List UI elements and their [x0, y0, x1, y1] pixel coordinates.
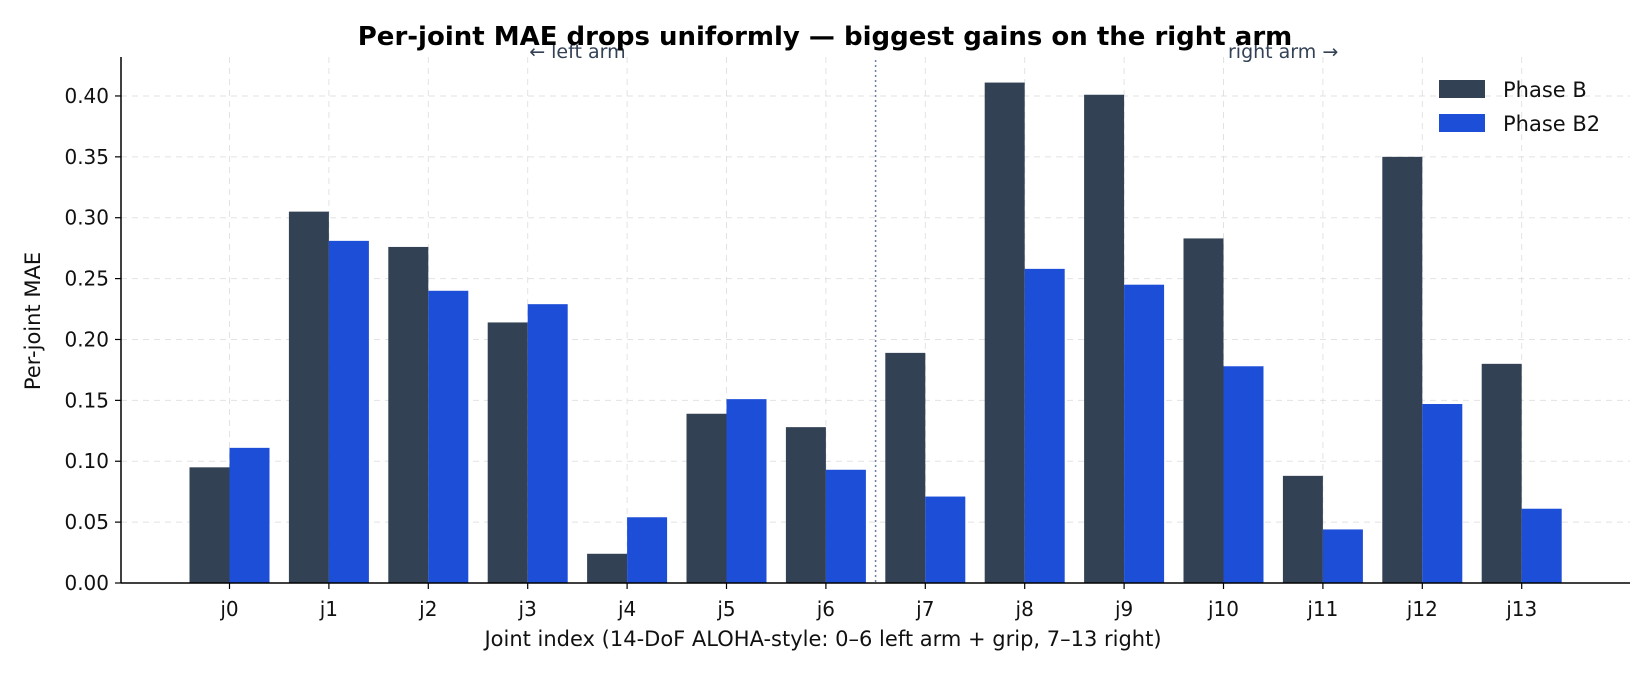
- bar-phase-b-j1: [288, 211, 329, 583]
- bar-phase-b-j4: [587, 553, 628, 583]
- bar-phase-b2-j4: [627, 517, 668, 583]
- bars: [189, 82, 1562, 584]
- x-tick-label: j3: [518, 597, 537, 621]
- bar-phase-b2-j1: [328, 240, 369, 583]
- y-axis-label: Per-joint MAE: [21, 252, 45, 390]
- bar-phase-b2-j0: [229, 447, 270, 583]
- x-axis-label: Joint index (14-DoF ALOHA-style: 0–6 lef…: [482, 627, 1161, 651]
- bar-phase-b-j6: [785, 427, 826, 583]
- x-tick-label: j1: [319, 597, 338, 621]
- legend-swatch-phase-b2: [1439, 114, 1485, 132]
- y-tick-label: 0.30: [64, 206, 109, 230]
- tick-labels: 0.00 0.05 0.10 0.15 0.20 0.25 0.30 0.35 0.40 j0 j1…: [64, 84, 1537, 621]
- bar-phase-b2-j9: [1124, 284, 1165, 583]
- legend-label-phase-b2: Phase B2: [1503, 112, 1600, 136]
- x-tick-label: j11: [1306, 597, 1338, 621]
- x-tick-label: j8: [1015, 597, 1034, 621]
- x-tick-label: j10: [1207, 597, 1239, 621]
- bar-phase-b2-j11: [1322, 529, 1363, 583]
- annotation-right-arm: right arm →: [1228, 41, 1338, 63]
- bar-phase-b2-j5: [726, 399, 767, 583]
- y-tick-label: 0.35: [64, 145, 109, 169]
- bar-phase-b-j0: [189, 467, 230, 583]
- x-tick-label: j0: [219, 597, 238, 621]
- x-tick-label: j9: [1114, 597, 1133, 621]
- bar-phase-b-j13: [1481, 363, 1522, 583]
- x-tick-label: j7: [915, 597, 934, 621]
- x-tick-label: j6: [816, 597, 835, 621]
- bar-phase-b-j3: [487, 322, 528, 583]
- x-tick-label: j2: [418, 597, 437, 621]
- bar-phase-b2-j8: [1024, 268, 1065, 583]
- bar-phase-b2-j7: [925, 496, 966, 583]
- gridlines: [121, 57, 1630, 583]
- bar-phase-b2-j13: [1521, 508, 1562, 583]
- y-tick-label: 0.15: [64, 388, 109, 412]
- annotation-left-arm: ← left arm: [529, 41, 625, 63]
- x-tick-label: j5: [716, 597, 735, 621]
- bar-phase-b2-j6: [825, 469, 866, 583]
- y-tick-label: 0.05: [64, 510, 109, 534]
- bar-phase-b2-j2: [428, 290, 469, 583]
- y-tick-label: 0.40: [64, 84, 109, 108]
- axes: [115, 57, 1630, 589]
- legend-label-phase-b: Phase B: [1503, 78, 1587, 102]
- chart-title: Per-joint MAE drops uniformly — biggest …: [358, 22, 1293, 52]
- bar-phase-b-j12: [1382, 156, 1423, 583]
- x-tick-label: j13: [1505, 597, 1537, 621]
- bar-phase-b-j11: [1282, 475, 1323, 583]
- bar-phase-b-j8: [984, 82, 1025, 583]
- x-tick-label: j4: [617, 597, 636, 621]
- y-tick-label: 0.00: [64, 571, 109, 595]
- x-tick-label: j12: [1406, 597, 1438, 621]
- y-tick-label: 0.20: [64, 327, 109, 351]
- bar-phase-b-j2: [388, 246, 429, 583]
- legend-swatch-phase-b: [1439, 80, 1485, 98]
- bar-phase-b-j7: [885, 352, 926, 583]
- bar-phase-b-j5: [686, 413, 727, 583]
- legend: Phase B Phase B2: [1439, 78, 1600, 136]
- bar-phase-b-j9: [1084, 94, 1125, 584]
- bar-phase-b2-j12: [1422, 404, 1463, 583]
- bar-phase-b2-j10: [1223, 366, 1264, 583]
- bar-phase-b2-j3: [527, 304, 568, 583]
- y-tick-label: 0.10: [64, 449, 109, 473]
- bar-phase-b-j10: [1183, 238, 1224, 583]
- y-tick-label: 0.25: [64, 267, 109, 291]
